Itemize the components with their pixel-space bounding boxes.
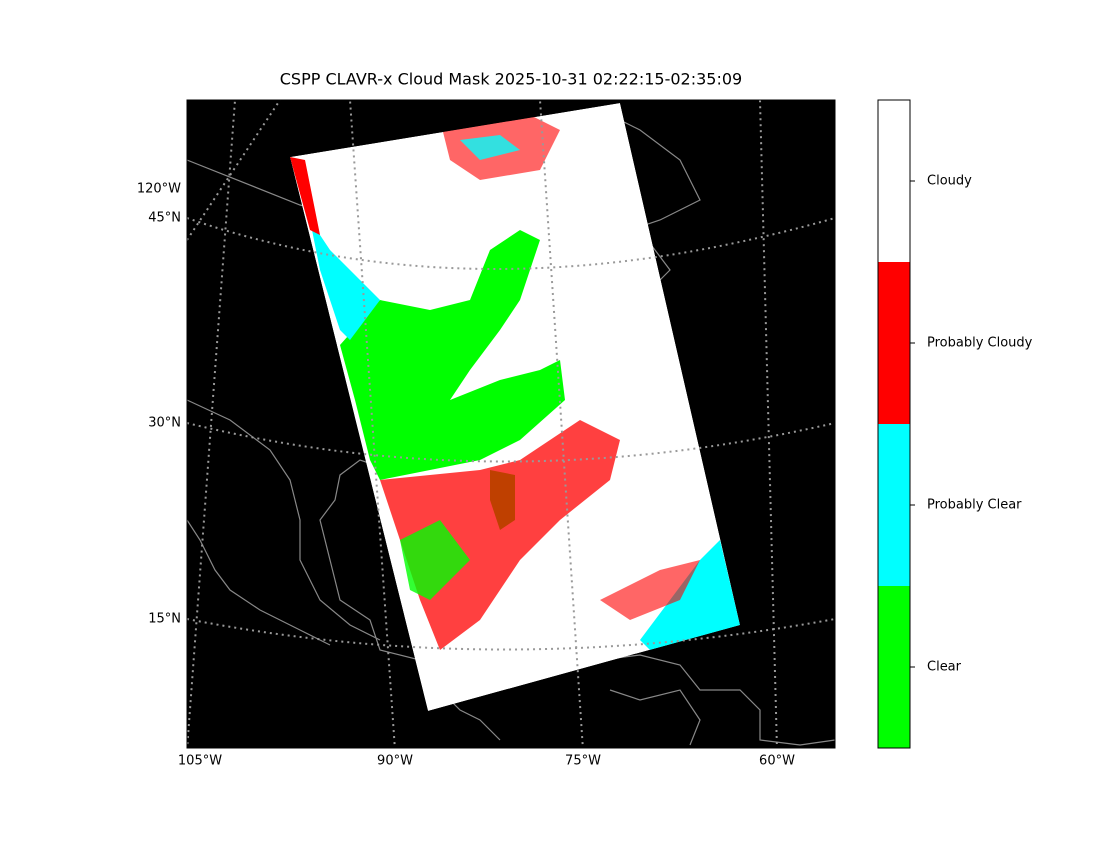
lat-label: 15°N <box>148 612 181 627</box>
lat-label: 120°W <box>137 182 181 197</box>
region-probably-cloudy <box>290 157 320 235</box>
lat-label: 30°N <box>148 416 181 431</box>
colorbar: Clear Probably Clear Probably Cloudy Cloudy <box>877 99 1033 749</box>
graticule <box>187 100 835 748</box>
colorbar-segment <box>878 262 910 424</box>
region-clear <box>400 520 470 600</box>
lon-label: 75°W <box>565 754 601 769</box>
colorbar-segment <box>878 424 910 586</box>
map-title: CSPP CLAVR-x Cloud Mask 2025-10-31 02:22… <box>280 70 742 89</box>
lon-label: 105°W <box>178 754 222 769</box>
lon-label: 90°W <box>377 754 413 769</box>
region-probably-clear <box>460 135 520 160</box>
map-frame <box>186 99 836 749</box>
colorbar-segment <box>878 100 910 262</box>
region-probably-cloudy <box>600 560 700 620</box>
colorbar-label: Probably Cloudy <box>927 336 1033 351</box>
region-clear <box>340 230 565 480</box>
lat-label: 45°N <box>148 211 181 226</box>
region-probably-clear <box>310 220 380 340</box>
colorbar-segment <box>878 586 910 748</box>
map-area <box>187 100 835 748</box>
region-probably-cloudy <box>380 420 620 650</box>
colorbar-frame <box>877 99 911 749</box>
region-probably-clear <box>640 540 740 660</box>
cloud-mask-swath <box>290 103 740 711</box>
colorbar-label: Clear <box>927 660 962 675</box>
colorbar-label: Cloudy <box>927 174 972 189</box>
lon-label: 60°W <box>759 754 795 769</box>
colorbar-label: Probably Clear <box>927 498 1022 513</box>
